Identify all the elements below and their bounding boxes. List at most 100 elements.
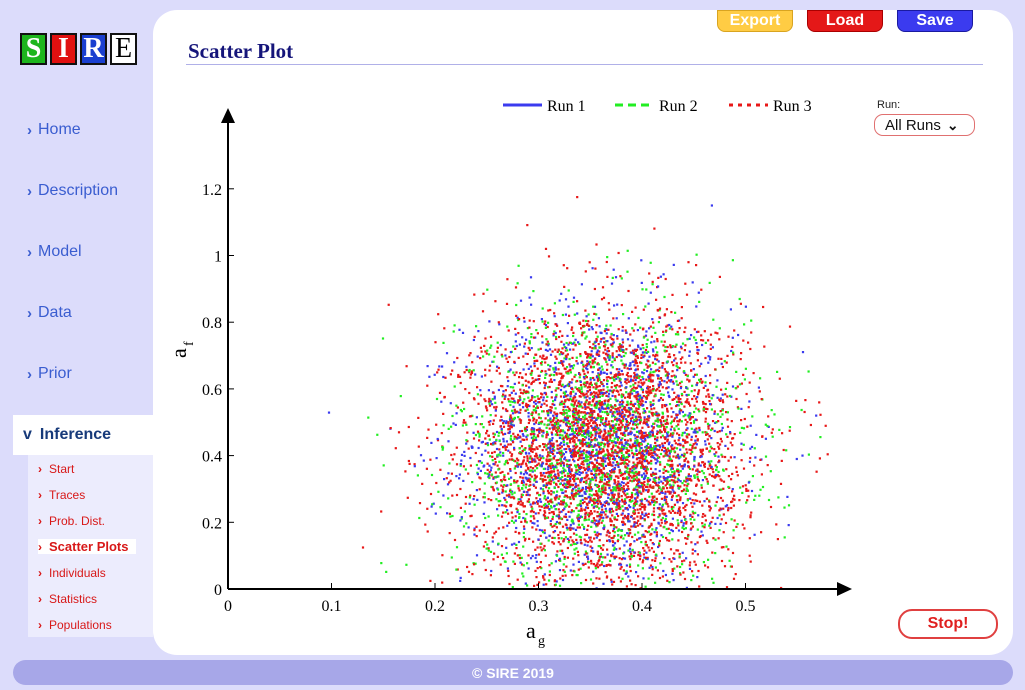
nav-item-prior[interactable]: › Prior	[27, 365, 72, 383]
save-button[interactable]: Save	[897, 10, 973, 32]
scatter-point	[520, 563, 524, 566]
scatter-point	[695, 305, 698, 308]
scatter-point	[606, 445, 610, 448]
scatter-point	[545, 536, 548, 539]
scatter-point	[437, 490, 440, 493]
scatter-point	[462, 533, 465, 536]
nav-item-home[interactable]: › Home	[27, 121, 81, 139]
scatter-point	[555, 466, 558, 469]
scatter-point	[649, 389, 652, 392]
scatter-point	[597, 389, 600, 392]
scatter-point	[562, 405, 565, 409]
subnav-item-traces[interactable]: › Traces	[38, 488, 85, 502]
scatter-point	[617, 480, 620, 483]
scatter-point	[572, 432, 575, 435]
scatter-point	[418, 516, 421, 520]
scatter-point	[623, 523, 627, 526]
scatter-point	[473, 529, 476, 532]
scatter-point	[500, 415, 503, 418]
scatter-point	[626, 378, 629, 381]
scatter-point	[460, 459, 463, 462]
scatter-point	[526, 455, 529, 458]
nav-item-inference[interactable]: v Inference	[13, 415, 153, 455]
scatter-point	[673, 397, 676, 401]
scatter-point	[478, 529, 481, 532]
subnav-item-scatter-plots[interactable]: › Scatter Plots	[38, 539, 137, 554]
scatter-point	[556, 550, 559, 553]
subnav-item-start[interactable]: › Start	[38, 462, 74, 476]
subnav-item-individuals[interactable]: › Individuals	[38, 566, 106, 580]
scatter-point	[722, 513, 725, 516]
scatter-point	[628, 368, 631, 371]
scatter-point	[569, 480, 572, 483]
nav-item-data[interactable]: › Data	[27, 304, 72, 322]
scatter-point	[718, 475, 721, 478]
scatter-point	[563, 285, 566, 288]
scatter-point	[717, 455, 720, 458]
scatter-point	[637, 394, 640, 398]
scatter-point	[530, 347, 533, 350]
scatter-point	[619, 381, 622, 384]
scatter-point	[641, 567, 644, 570]
scatter-point	[560, 450, 563, 454]
scatter-point	[651, 388, 654, 391]
scatter-point	[469, 464, 472, 467]
scatter-point	[707, 460, 710, 463]
load-button[interactable]: Load	[807, 10, 883, 32]
chevron-right-icon: ›	[27, 304, 32, 322]
scatter-point	[506, 278, 509, 281]
scatter-point	[714, 331, 717, 334]
scatter-point	[579, 567, 582, 570]
scatter-point	[722, 507, 725, 510]
scatter-point	[485, 432, 488, 435]
scatter-point	[506, 524, 509, 527]
subnav-item-prob-dist[interactable]: › Prob. Dist.	[38, 514, 105, 528]
scatter-point	[555, 459, 558, 462]
scatter-point	[620, 348, 623, 351]
scatter-point	[520, 463, 523, 466]
scatter-point	[519, 451, 522, 454]
scatter-point	[509, 386, 512, 389]
scatter-point	[621, 373, 624, 376]
scatter-point	[750, 489, 754, 493]
scatter-point	[533, 460, 536, 463]
export-button[interactable]: Export	[717, 10, 793, 32]
chevron-right-icon: ›	[38, 539, 42, 554]
scatter-point	[744, 484, 747, 487]
scatter-point	[558, 436, 561, 439]
scatter-point	[663, 495, 667, 498]
scatter-point	[642, 458, 645, 461]
scatter-point	[626, 270, 629, 273]
scatter-point	[499, 344, 502, 347]
scatter-point	[596, 335, 599, 338]
scatter-point	[620, 384, 623, 387]
scatter-point	[579, 536, 583, 539]
scatter-point	[651, 432, 654, 435]
scatter-point	[706, 566, 710, 569]
nav-item-model[interactable]: › Model	[27, 243, 82, 261]
scatter-point	[700, 530, 703, 533]
scatter-point	[561, 470, 564, 473]
scatter-point	[574, 495, 577, 498]
scatter-point	[624, 572, 627, 575]
subnav-item-statistics[interactable]: › Statistics	[38, 592, 97, 606]
scatter-point	[643, 416, 646, 419]
scatter-point	[616, 462, 619, 465]
nav-item-description[interactable]: › Description	[27, 182, 118, 200]
scatter-point	[478, 488, 481, 491]
scatter-point	[466, 565, 469, 569]
scatter-point	[718, 514, 721, 517]
scatter-point	[575, 356, 578, 359]
scatter-point	[511, 420, 514, 423]
scatter-point	[565, 395, 568, 398]
scatter-point	[560, 445, 563, 448]
scatter-point	[617, 538, 620, 541]
subnav-item-populations[interactable]: › Populations	[38, 618, 112, 632]
scatter-point	[509, 414, 512, 417]
scatter-point	[461, 424, 464, 427]
scatter-point	[666, 422, 669, 425]
scatter-point	[633, 427, 636, 431]
scatter-point	[671, 433, 674, 436]
scatter-point	[562, 408, 565, 412]
scatter-point	[462, 419, 466, 422]
